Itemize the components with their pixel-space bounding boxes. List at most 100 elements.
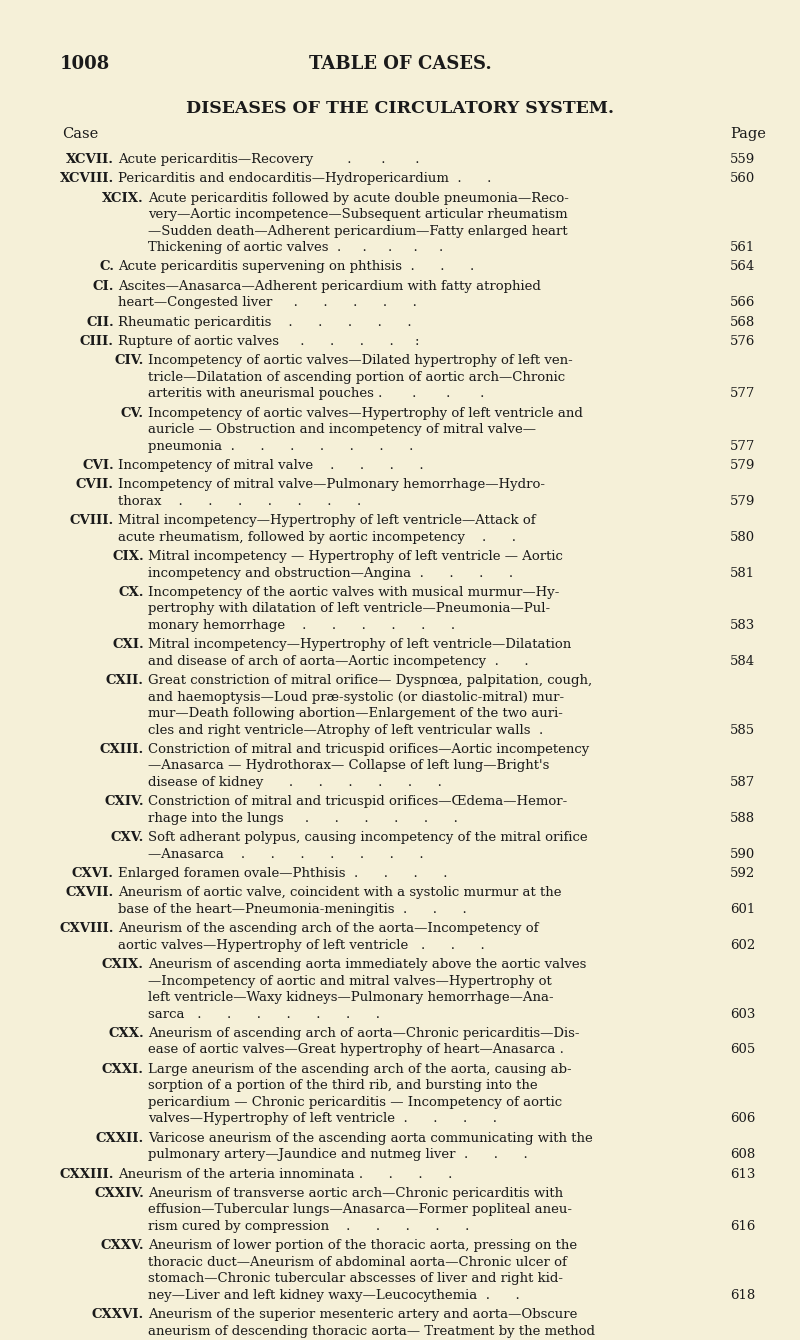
- Text: CIV.: CIV.: [114, 354, 144, 367]
- Text: 579: 579: [730, 460, 755, 472]
- Text: C.: C.: [99, 260, 114, 273]
- Text: Aneurism of transverse aortic arch—Chronic pericarditis with: Aneurism of transverse aortic arch—Chron…: [148, 1187, 563, 1199]
- Text: Incompetency of aortic valves—Dilated hypertrophy of left ven-: Incompetency of aortic valves—Dilated hy…: [148, 354, 573, 367]
- Text: —Anasarca    .      .      .      .      .      .      .: —Anasarca . . . . . . .: [148, 848, 424, 860]
- Text: 560: 560: [730, 172, 755, 185]
- Text: cles and right ventricle—Atrophy of left ventricular walls  .: cles and right ventricle—Atrophy of left…: [148, 724, 543, 737]
- Text: incompetency and obstruction—Angina  .      .      .      .: incompetency and obstruction—Angina . . …: [148, 567, 513, 580]
- Text: CIII.: CIII.: [80, 335, 114, 348]
- Text: CXXII.: CXXII.: [96, 1132, 144, 1144]
- Text: 1008: 1008: [60, 55, 110, 74]
- Text: 568: 568: [730, 316, 755, 328]
- Text: 592: 592: [730, 867, 755, 880]
- Text: Acute pericarditis—Recovery        .       .       .: Acute pericarditis—Recovery . . .: [118, 153, 419, 166]
- Text: 585: 585: [730, 724, 755, 737]
- Text: Large aneurism of the ascending arch of the aorta, causing ab-: Large aneurism of the ascending arch of …: [148, 1063, 572, 1076]
- Text: Aneurism of the superior mesenteric artery and aorta—Obscure: Aneurism of the superior mesenteric arte…: [148, 1308, 578, 1321]
- Text: CVII.: CVII.: [76, 478, 114, 492]
- Text: CI.: CI.: [93, 280, 114, 292]
- Text: mur—Death following abortion—Enlargement of the two auri-: mur—Death following abortion—Enlargement…: [148, 708, 563, 720]
- Text: Incompetency of mitral valve    .      .      .      .: Incompetency of mitral valve . . . .: [118, 460, 424, 472]
- Text: CXI.: CXI.: [112, 638, 144, 651]
- Text: thoracic duct—Aneurism of abdominal aorta—Chronic ulcer of: thoracic duct—Aneurism of abdominal aort…: [148, 1256, 567, 1269]
- Text: Incompetency of aortic valves—Hypertrophy of left ventricle and: Incompetency of aortic valves—Hypertroph…: [148, 406, 583, 419]
- Text: 587: 587: [730, 776, 755, 789]
- Text: sorption of a portion of the third rib, and bursting into the: sorption of a portion of the third rib, …: [148, 1079, 538, 1092]
- Text: Rheumatic pericarditis    .      .      .      .      .: Rheumatic pericarditis . . . . .: [118, 316, 412, 328]
- Text: Rupture of aortic valves     .      .      .      .     :: Rupture of aortic valves . . . . :: [118, 335, 419, 348]
- Text: arteritis with aneurismal pouches .       .       .       .: arteritis with aneurismal pouches . . . …: [148, 387, 484, 401]
- Text: 559: 559: [730, 153, 755, 166]
- Text: acute rheumatism, followed by aortic incompetency    .      .: acute rheumatism, followed by aortic inc…: [118, 531, 516, 544]
- Text: Aneurism of ascending arch of aorta—Chronic pericarditis—Dis-: Aneurism of ascending arch of aorta—Chro…: [148, 1026, 579, 1040]
- Text: Thickening of aortic valves  .     .     .     .     .: Thickening of aortic valves . . . . .: [148, 241, 443, 255]
- Text: ease of aortic valves—Great hypertrophy of heart—Anasarca .: ease of aortic valves—Great hypertrophy …: [148, 1044, 564, 1056]
- Text: Aneurism of the arteria innominata .      .      .      .: Aneurism of the arteria innominata . . .…: [118, 1167, 452, 1181]
- Text: CXXIV.: CXXIV.: [94, 1187, 144, 1199]
- Text: CXIII.: CXIII.: [100, 742, 144, 756]
- Text: auricle — Obstruction and incompetency of mitral valve—: auricle — Obstruction and incompetency o…: [148, 423, 536, 436]
- Text: Aneurism of ascending aorta immediately above the aortic valves: Aneurism of ascending aorta immediately …: [148, 958, 586, 971]
- Text: 579: 579: [730, 494, 755, 508]
- Text: aortic valves—Hypertrophy of left ventricle   .      .      .: aortic valves—Hypertrophy of left ventri…: [118, 939, 485, 951]
- Text: Incompetency of mitral valve—Pulmonary hemorrhage—Hydro-: Incompetency of mitral valve—Pulmonary h…: [118, 478, 545, 492]
- Text: DISEASES OF THE CIRCULATORY SYSTEM.: DISEASES OF THE CIRCULATORY SYSTEM.: [186, 100, 614, 117]
- Text: CII.: CII.: [86, 316, 114, 328]
- Text: CXVIII.: CXVIII.: [59, 922, 114, 935]
- Text: CVI.: CVI.: [82, 460, 114, 472]
- Text: CXVII.: CXVII.: [66, 886, 114, 899]
- Text: XCVIII.: XCVIII.: [60, 172, 114, 185]
- Text: pulmonary artery—Jaundice and nutmeg liver  .      .      .: pulmonary artery—Jaundice and nutmeg liv…: [148, 1148, 528, 1162]
- Text: base of the heart—Pneumonia-meningitis  .      .      .: base of the heart—Pneumonia-meningitis .…: [118, 903, 466, 917]
- Text: CXIX.: CXIX.: [102, 958, 144, 971]
- Text: tricle—Dilatation of ascending portion of aortic arch—Chronic: tricle—Dilatation of ascending portion o…: [148, 371, 565, 383]
- Text: 581: 581: [730, 567, 755, 580]
- Text: effusion—Tubercular lungs—Anasarca—Former popliteal aneu-: effusion—Tubercular lungs—Anasarca—Forme…: [148, 1203, 572, 1217]
- Text: Acute pericarditis supervening on phthisis  .      .      .: Acute pericarditis supervening on phthis…: [118, 260, 474, 273]
- Text: stomach—Chronic tubercular abscesses of liver and right kid-: stomach—Chronic tubercular abscesses of …: [148, 1272, 563, 1285]
- Text: 566: 566: [730, 296, 755, 310]
- Text: Acute pericarditis followed by acute double pneumonia—Reco-: Acute pericarditis followed by acute dou…: [148, 192, 569, 205]
- Text: XCVII.: XCVII.: [66, 153, 114, 166]
- Text: and disease of arch of aorta—Aortic incompetency  .      .: and disease of arch of aorta—Aortic inco…: [148, 655, 529, 667]
- Text: valves—Hypertrophy of left ventricle  .      .      .      .: valves—Hypertrophy of left ventricle . .…: [148, 1112, 497, 1126]
- Text: Varicose aneurism of the ascending aorta communicating with the: Varicose aneurism of the ascending aorta…: [148, 1132, 593, 1144]
- Text: 603: 603: [730, 1008, 755, 1021]
- Text: 616: 616: [730, 1219, 755, 1233]
- Text: 613: 613: [730, 1167, 755, 1181]
- Text: CXIV.: CXIV.: [104, 796, 144, 808]
- Text: 601: 601: [730, 903, 755, 917]
- Text: pneumonia  .      .      .      .      .      .      .: pneumonia . . . . . . .: [148, 440, 414, 453]
- Text: disease of kidney      .      .      .      .      .      .: disease of kidney . . . . . .: [148, 776, 442, 789]
- Text: Case: Case: [62, 127, 98, 141]
- Text: 580: 580: [730, 531, 755, 544]
- Text: 583: 583: [730, 619, 755, 632]
- Text: Pericarditis and endocarditis—Hydropericardium  .      .: Pericarditis and endocarditis—Hydroperic…: [118, 172, 491, 185]
- Text: 584: 584: [730, 655, 755, 667]
- Text: 576: 576: [730, 335, 755, 348]
- Text: Aneurism of the ascending arch of the aorta—Incompetency of: Aneurism of the ascending arch of the ao…: [118, 922, 538, 935]
- Text: Incompetency of the aortic valves with musical murmur—Hy-: Incompetency of the aortic valves with m…: [148, 586, 559, 599]
- Text: CVIII.: CVIII.: [70, 515, 114, 527]
- Text: —Sudden death—Adherent pericardium—Fatty enlarged heart: —Sudden death—Adherent pericardium—Fatty…: [148, 225, 568, 237]
- Text: Mitral incompetency—Hypertrophy of left ventricle—Attack of: Mitral incompetency—Hypertrophy of left …: [118, 515, 536, 527]
- Text: thorax    .      .      .      .      .      .      .: thorax . . . . . . .: [118, 494, 362, 508]
- Text: XCIX.: XCIX.: [102, 192, 144, 205]
- Text: CX.: CX.: [118, 586, 144, 599]
- Text: heart—Congested liver     .      .      .      .      .: heart—Congested liver . . . . .: [118, 296, 417, 310]
- Text: Constriction of mitral and tricuspid orifices—Œdema—Hemor-: Constriction of mitral and tricuspid ori…: [148, 796, 567, 808]
- Text: CXXV.: CXXV.: [100, 1240, 144, 1253]
- Text: 577: 577: [730, 387, 755, 401]
- Text: monary hemorrhage    .      .      .      .      .      .: monary hemorrhage . . . . . .: [148, 619, 455, 632]
- Text: rism cured by compression    .      .      .      .      .: rism cured by compression . . . . .: [148, 1219, 470, 1233]
- Text: 618: 618: [730, 1289, 755, 1301]
- Text: and haemoptysis—Loud præ-systolic (or diastolic-mitral) mur-: and haemoptysis—Loud præ-systolic (or di…: [148, 690, 564, 704]
- Text: Ascites—Anasarca—Adherent pericardium with fatty atrophied: Ascites—Anasarca—Adherent pericardium wi…: [118, 280, 541, 292]
- Text: CV.: CV.: [121, 406, 144, 419]
- Text: CXII.: CXII.: [106, 674, 144, 687]
- Text: 577: 577: [730, 440, 755, 453]
- Text: very—Aortic incompetence—Subsequent articular rheumatism: very—Aortic incompetence—Subsequent arti…: [148, 208, 568, 221]
- Text: CXVI.: CXVI.: [72, 867, 114, 880]
- Text: 561: 561: [730, 241, 755, 255]
- Text: pericardium — Chronic pericarditis — Incompetency of aortic: pericardium — Chronic pericarditis — Inc…: [148, 1096, 562, 1108]
